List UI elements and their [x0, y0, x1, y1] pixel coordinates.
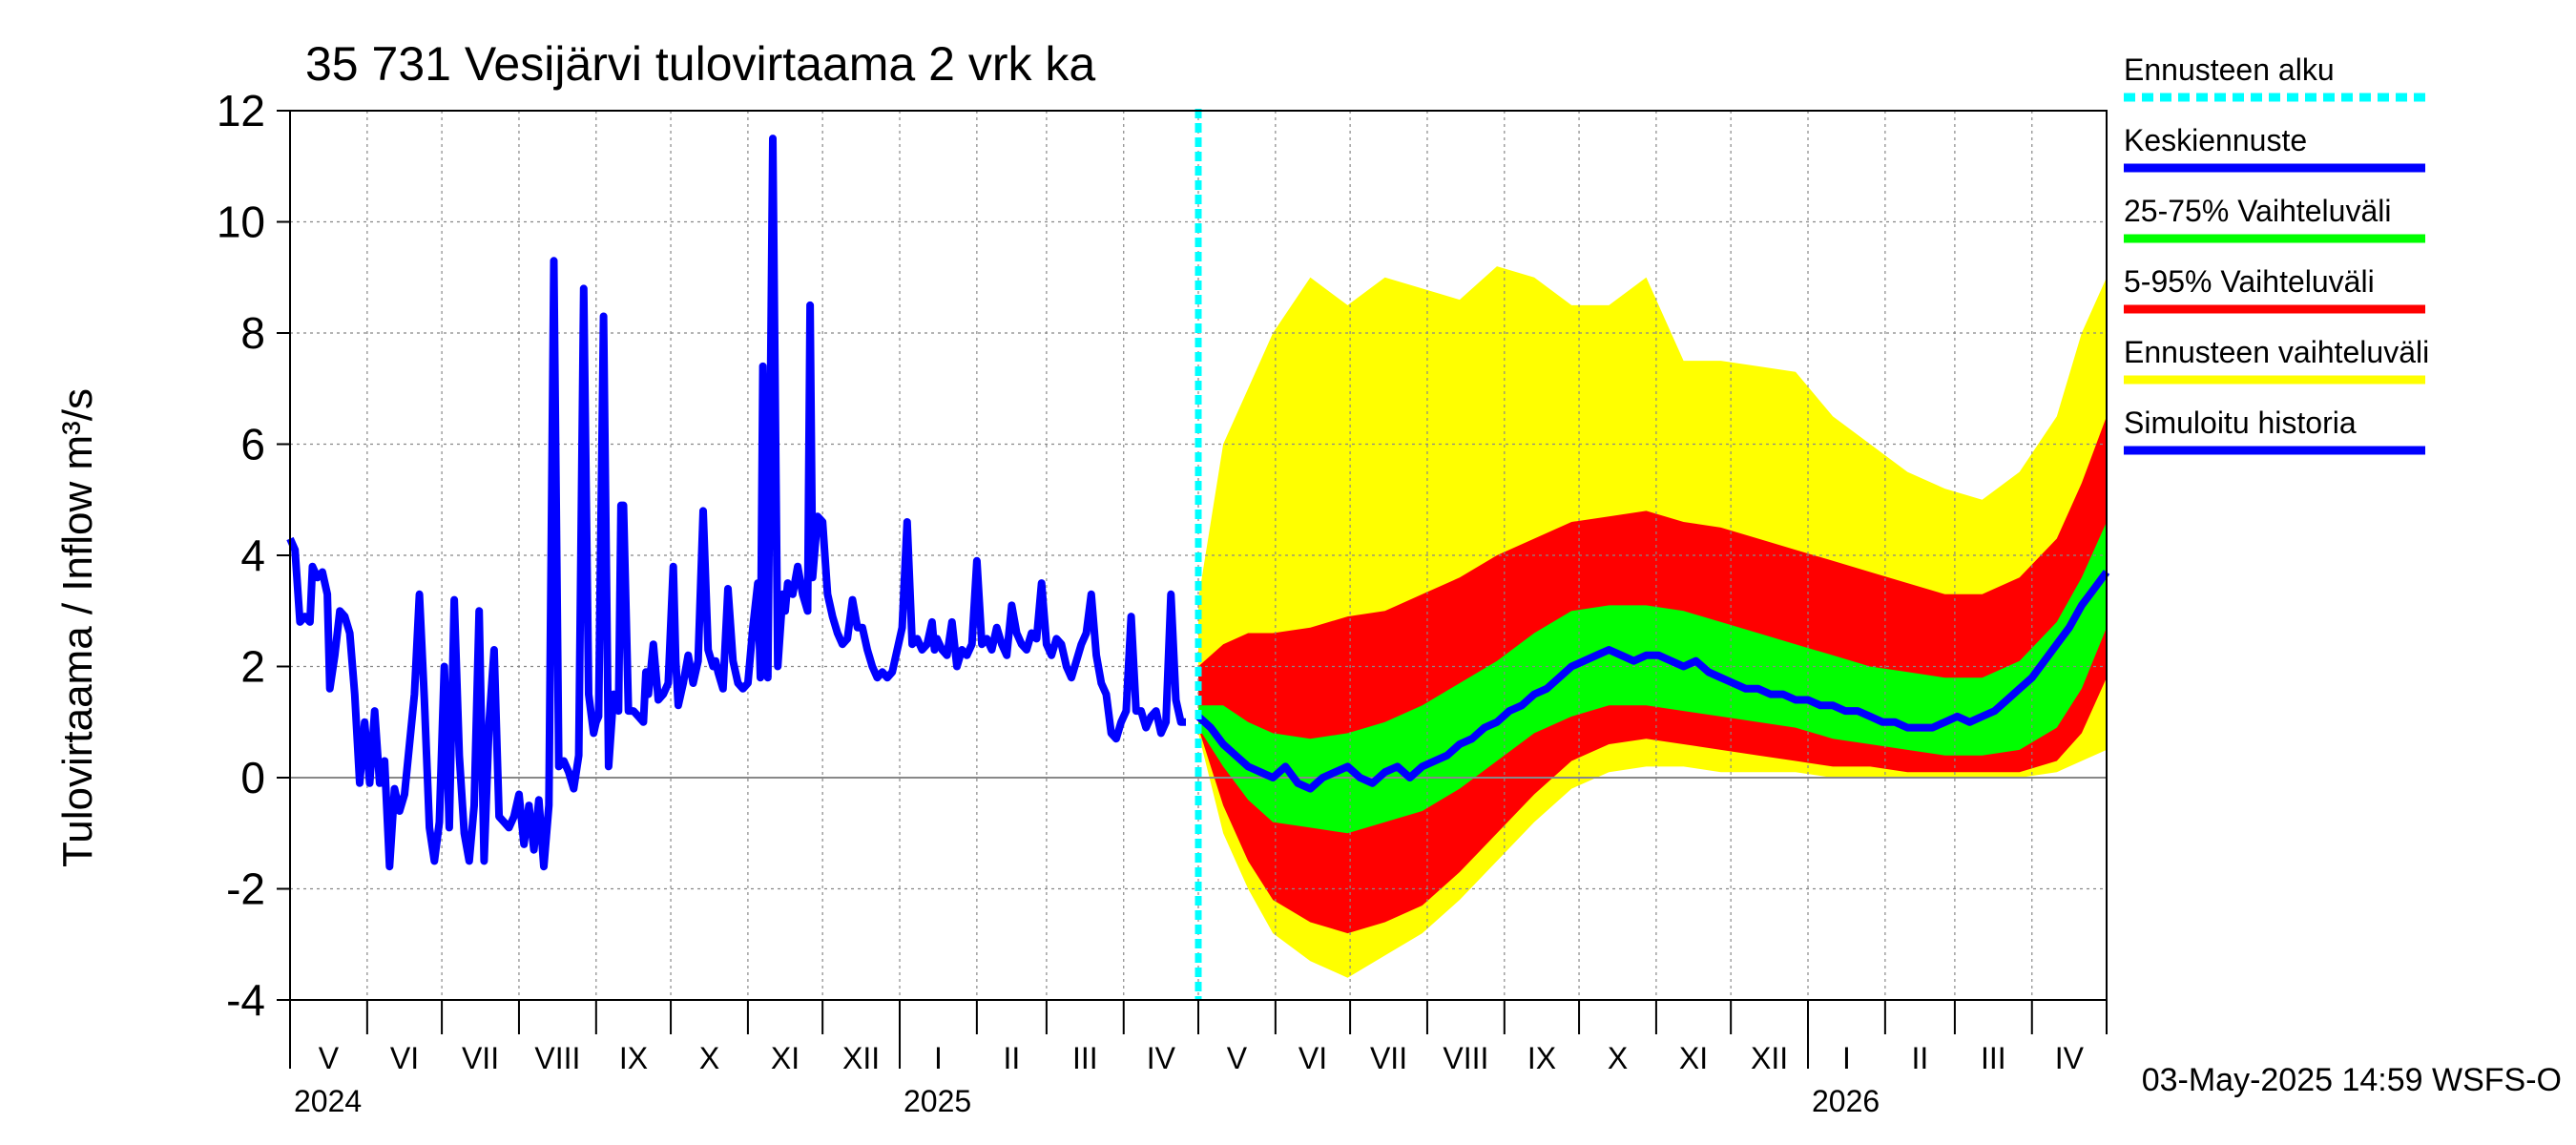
x-month-label: V	[319, 1041, 340, 1075]
x-month-label: VI	[1298, 1041, 1327, 1075]
x-month-label: XI	[1679, 1041, 1708, 1075]
y-axis-label: Tulovirtaama / Inflow m³/s	[54, 388, 101, 867]
x-month-label: III	[1981, 1041, 2006, 1075]
x-month-label: X	[1608, 1041, 1628, 1075]
x-month-label: I	[934, 1041, 943, 1075]
x-month-label: III	[1072, 1041, 1098, 1075]
y-tick-label: 10	[217, 198, 265, 247]
x-month-label: II	[1003, 1041, 1020, 1075]
footer-timestamp: 03-May-2025 14:59 WSFS-O	[2142, 1062, 2562, 1098]
legend-label: Ennusteen alku	[2124, 52, 2335, 87]
y-tick-label: 2	[240, 642, 265, 692]
x-month-label: VIII	[534, 1041, 580, 1075]
x-month-label: IV	[2055, 1041, 2085, 1075]
x-month-label: IX	[619, 1041, 648, 1075]
legend: Ennusteen alku Keskiennuste 25-75% Vaihtel…	[2124, 52, 2429, 455]
x-month-label: VIII	[1443, 1041, 1488, 1075]
x-month-label: X	[699, 1041, 719, 1075]
y-tick-label: -4	[226, 975, 265, 1025]
legend-label: Keskiennuste	[2124, 123, 2307, 157]
history-layer	[286, 135, 1186, 871]
x-month-label: IX	[1527, 1041, 1556, 1075]
x-month-label: I	[1842, 1041, 1851, 1075]
x-month-label: II	[1911, 1041, 1928, 1075]
x-year-label: 2025	[904, 1084, 971, 1118]
chart-title: 35 731 Vesijärvi tulovirtaama 2 vrk ka	[305, 37, 1095, 91]
y-tick-label: 8	[240, 308, 265, 358]
x-month-label: VI	[390, 1041, 419, 1075]
forecast-p25-p75-band	[1198, 522, 2107, 834]
y-tick-label: 12	[217, 86, 265, 135]
x-month-label: V	[1227, 1041, 1248, 1075]
y-tick-label: 0	[240, 753, 265, 802]
x-month-label: IV	[1147, 1041, 1176, 1075]
y-tick-label: -2	[226, 864, 265, 914]
x-month-label: XII	[1751, 1041, 1788, 1075]
x-tick-layer: V VI VII VIII IX X XI XII I II III IV V VI VII VIII IX X X…	[289, 1000, 2108, 1118]
y-tick-label: 6	[240, 420, 265, 469]
x-month-label: VII	[1370, 1041, 1407, 1075]
x-year-label: 2026	[1812, 1084, 1880, 1118]
forecast-envelope-layer	[1198, 266, 2107, 978]
legend-label: 25-75% Vaihteluväli	[2124, 194, 2391, 228]
x-month-label: XI	[771, 1041, 800, 1075]
history-series-line	[286, 135, 1186, 871]
y-tick-label: 4	[240, 531, 265, 580]
legend-label: Ennusteen vaihteluväli	[2124, 335, 2429, 369]
forecast-median-line	[1195, 570, 2110, 793]
y-tick-layer: -4 -2 0 2 4 6 8 10 12	[217, 86, 290, 1025]
legend-label: 5-95% Vaihteluväli	[2124, 264, 2375, 299]
x-month-label: VII	[462, 1041, 499, 1075]
x-month-label: XII	[842, 1041, 880, 1075]
legend-label: Simuloitu historia	[2124, 406, 2357, 440]
x-year-label: 2024	[294, 1084, 362, 1118]
median-layer	[1195, 109, 2110, 1000]
